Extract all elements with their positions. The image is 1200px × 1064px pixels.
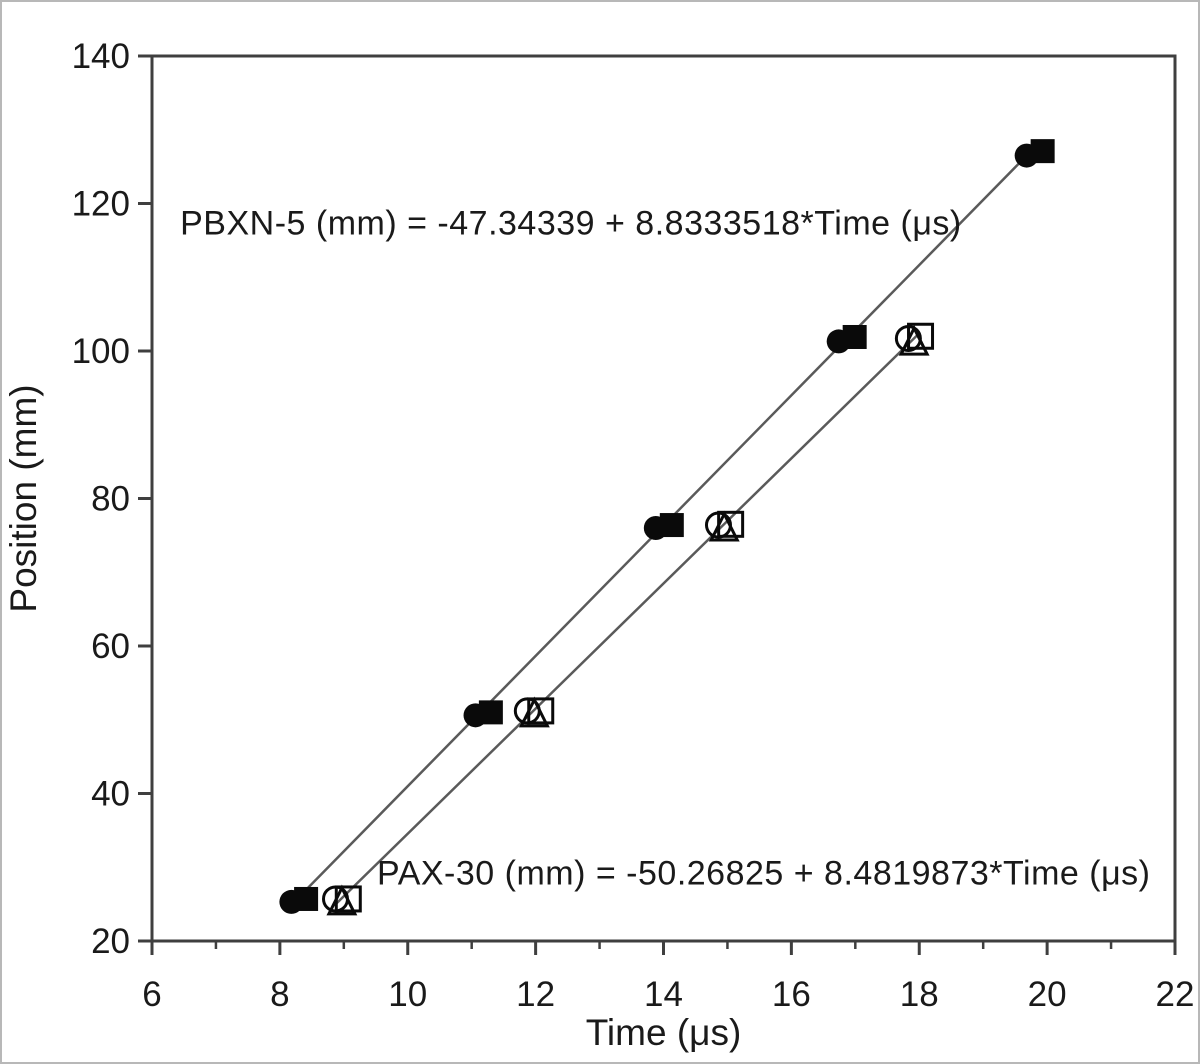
x-axis-tick-label: 18 <box>900 975 939 1014</box>
filled-square-marker <box>478 700 503 725</box>
y-axis-tick-label: 20 <box>91 922 130 961</box>
fit-line-pax30 <box>333 332 921 907</box>
x-axis-tick-label: 16 <box>772 975 811 1014</box>
filled-square-marker <box>659 513 684 538</box>
x-axis-title: Time (μs) <box>586 1012 742 1053</box>
open-square-marker <box>907 322 935 350</box>
y-axis-tick-label: 120 <box>72 185 130 224</box>
y-axis-tick-label: 80 <box>91 480 130 519</box>
x-axis-tick-label: 20 <box>1028 975 1067 1014</box>
y-axis-tick-label: 40 <box>91 775 130 814</box>
filled-square-marker <box>1030 139 1055 164</box>
open-square-marker <box>717 510 745 538</box>
x-axis-tick-label: 14 <box>644 975 683 1014</box>
x-axis-tick-label: 6 <box>142 975 161 1014</box>
y-axis-tick-label: 140 <box>72 37 130 76</box>
open-square-marker <box>334 885 362 913</box>
y-axis-title: Position (mm) <box>3 384 44 612</box>
x-axis-tick-label: 8 <box>270 975 289 1014</box>
open-square-marker <box>527 697 555 725</box>
x-axis-tick-label: 22 <box>1156 975 1195 1014</box>
pax30-equation-label: PAX-30 (mm) = -50.26825 + 8.4819873*Time… <box>377 854 1150 892</box>
y-axis-tick-label: 60 <box>91 627 130 666</box>
y-axis-tick-label: 100 <box>72 332 130 371</box>
x-axis-tick-label: 12 <box>516 975 555 1014</box>
filled-square-marker <box>294 886 319 911</box>
plot-frame <box>150 54 1177 943</box>
x-axis-tick-label: 10 <box>388 975 427 1014</box>
filled-square-marker <box>842 324 867 349</box>
pbxn5-equation-label: PBXN-5 (mm) = -47.34339 + 8.8333518*Time… <box>180 205 962 243</box>
